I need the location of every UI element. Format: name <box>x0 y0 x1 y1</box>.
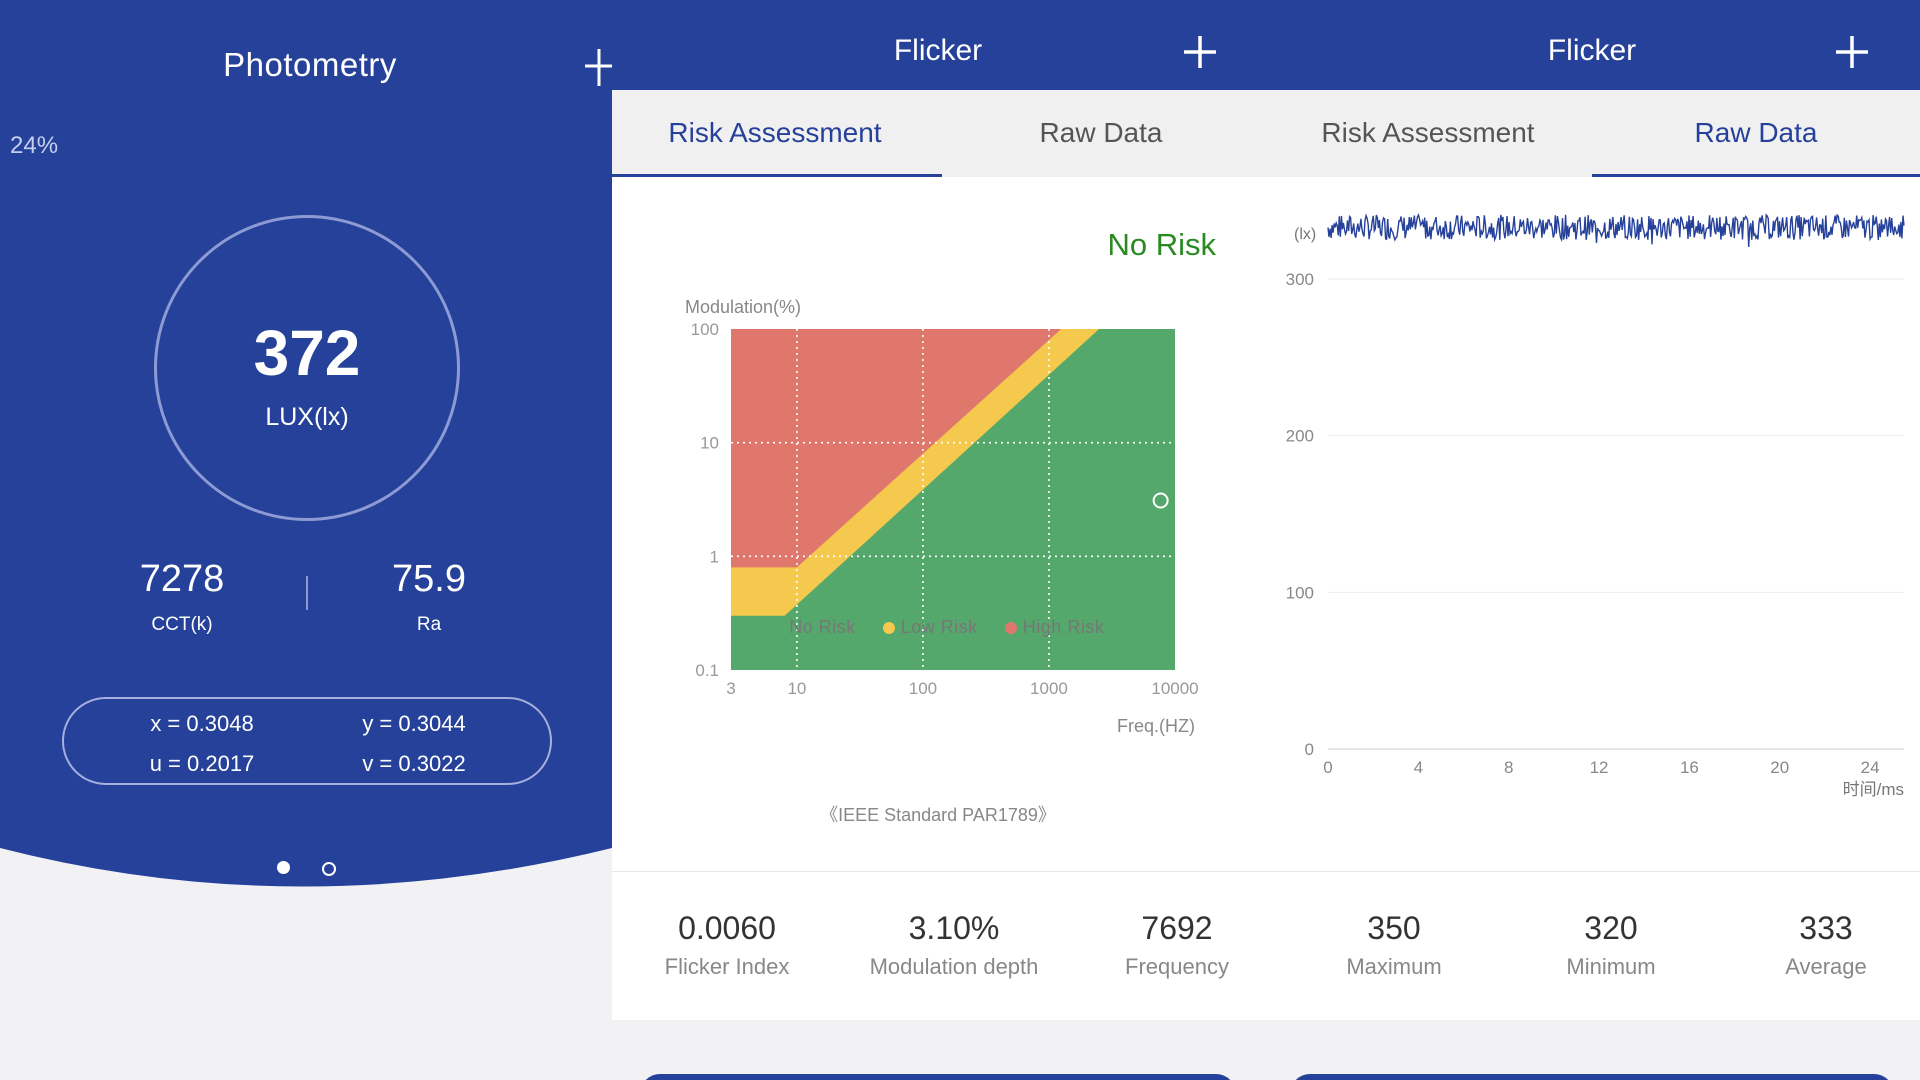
tab-underline <box>612 174 942 177</box>
x-tick-label: 4 <box>1414 758 1423 777</box>
tab-risk-assessment[interactable]: Risk Assessment <box>1264 90 1592 177</box>
x-tick-label: 8 <box>1504 758 1513 777</box>
legend-label: No Risk <box>789 617 856 637</box>
y-tick-label: 200 <box>1286 427 1314 446</box>
y-tick-label: 0.1 <box>695 661 719 680</box>
maximum-label: Maximum <box>1346 954 1442 979</box>
tab-raw-data[interactable]: Raw Data <box>1592 90 1920 177</box>
flicker-index-label: Flicker Index <box>664 954 790 979</box>
legend-row: No Risk Low Risk High Risk <box>612 617 1264 638</box>
x-tick-label: 1000 <box>1030 679 1068 698</box>
raw-data-chart: (lx) 0 100 200 300 0 4 8 12 16 20 24 时间/ms <box>1286 213 1905 799</box>
bottom-action-button[interactable] <box>1290 1074 1894 1080</box>
battery-level: 24% <box>10 132 59 159</box>
page-title: Photometry <box>223 46 397 83</box>
bottom-action-button[interactable] <box>640 1074 1236 1080</box>
tab-underline <box>1592 174 1920 177</box>
flicker-index-value: 0.0060 <box>678 910 776 946</box>
tab-bar: Risk Assessment Raw Data <box>612 90 1264 177</box>
legend-label: Low Risk <box>900 617 978 637</box>
header: Flicker <box>612 0 1264 90</box>
coord-x: x = 0.3048 <box>150 711 254 736</box>
y-tick-label: 100 <box>691 320 719 339</box>
add-icon[interactable] <box>1834 34 1870 70</box>
legend-dot-icon <box>1005 622 1018 634</box>
x-tick-label: 16 <box>1680 758 1699 777</box>
x-tick-label: 0 <box>1323 758 1332 777</box>
risk-chart-area: No Risk Modulation(%) 0.1 1 10 100 3 10 100 1000… <box>612 177 1264 871</box>
risk-level: No Risk <box>1107 227 1216 262</box>
x-tick-label: 12 <box>1590 758 1609 777</box>
y-axis-label: Modulation(%) <box>685 297 801 317</box>
tab-bar: Risk Assessment Raw Data <box>1264 90 1920 177</box>
lux-ring <box>154 215 460 521</box>
photometry-panel: Photometry 24% 372 LUX(lx) 7278 CCT(k) 7… <box>0 0 612 1080</box>
cct-label: CCT(k) <box>151 614 213 635</box>
x-axis-label: Freq.(HZ) <box>1117 716 1195 736</box>
legend-label: High Risk <box>1022 617 1105 637</box>
page-indicator-1[interactable] <box>277 861 290 874</box>
flicker-risk-panel: Flicker Risk Assessment Raw Data No Risk… <box>612 0 1264 1080</box>
cct-value: 7278 <box>139 558 225 600</box>
chromaticity-box: x = 0.3048 y = 0.3044 u = 0.2017 v = 0.3… <box>62 697 552 785</box>
lux-unit: LUX(lx) <box>265 403 349 431</box>
legend-no-risk: No Risk <box>771 617 862 637</box>
average-label: Average <box>1785 954 1867 979</box>
average-value: 333 <box>1799 910 1853 946</box>
flicker-stats: 0.0060 Flicker Index 3.10% Modulation de… <box>612 871 1264 1020</box>
minimum-label: Minimum <box>1566 954 1656 979</box>
measurement-point <box>1152 492 1169 509</box>
coord-y: y = 0.3044 <box>362 711 466 736</box>
frequency-value: 7692 <box>1141 910 1213 946</box>
page-title: Flicker <box>1547 34 1637 67</box>
add-icon[interactable] <box>1182 34 1218 70</box>
page-title: Flicker <box>893 34 983 67</box>
y-tick-label: 1 <box>710 547 719 566</box>
modulation-depth-value: 3.10% <box>908 910 1000 946</box>
modulation-depth-label: Modulation depth <box>869 954 1039 979</box>
legend-low-risk: Low Risk <box>883 617 983 637</box>
waveform-line <box>1327 213 1905 248</box>
y-axis-label: (lx) <box>1294 226 1316 243</box>
ra-label: Ra <box>416 614 442 635</box>
standard-reference: 《IEEE Standard PAR1789》 <box>820 805 1056 825</box>
tab-label: Raw Data <box>1694 117 1818 148</box>
add-icon[interactable] <box>583 46 612 86</box>
legend-dot-icon <box>771 622 784 634</box>
header: Flicker <box>1264 0 1920 90</box>
x-tick-label: 10 <box>787 679 806 698</box>
x-tick-label: 10000 <box>1151 679 1198 698</box>
ra-value: 75.9 <box>392 558 466 600</box>
tab-label: Risk Assessment <box>668 117 882 148</box>
y-tick-label: 10 <box>700 434 719 453</box>
tab-label: Risk Assessment <box>1321 117 1535 148</box>
risk-chart: Modulation(%) 0.1 1 10 100 3 10 100 1000 10000 Fre… <box>685 297 1199 736</box>
high-risk-region <box>731 329 1062 568</box>
y-tick-label: 300 <box>1286 270 1314 289</box>
maximum-value: 350 <box>1367 910 1421 946</box>
photometry-background <box>0 0 612 887</box>
y-tick-label: 0 <box>1305 740 1314 759</box>
coord-u: u = 0.2017 <box>149 751 255 776</box>
tab-raw-data[interactable]: Raw Data <box>938 90 1264 177</box>
legend-high-risk: High Risk <box>1005 617 1104 637</box>
tab-label: Raw Data <box>1039 117 1163 148</box>
frequency-label: Frequency <box>1125 954 1229 979</box>
x-tick-label: 100 <box>909 679 937 698</box>
legend-dot-icon <box>883 622 896 634</box>
x-tick-label: 3 <box>726 679 735 698</box>
y-tick-label: 100 <box>1286 583 1314 602</box>
raw-chart-area: (lx) 0 100 200 300 0 4 8 12 16 20 24 时间/ms <box>1264 177 1920 871</box>
x-tick-label: 20 <box>1770 758 1789 777</box>
stat-divider <box>306 576 308 610</box>
tab-risk-assessment[interactable]: Risk Assessment <box>612 90 942 177</box>
x-axis-label: 时间/ms <box>1843 780 1904 799</box>
raw-stats: 350 Maximum 320 Minimum 333 Average <box>1264 871 1920 1020</box>
page-indicator-2[interactable] <box>322 862 336 876</box>
coord-v: v = 0.3022 <box>362 751 466 776</box>
lux-value: 372 <box>253 317 361 389</box>
x-tick-label: 24 <box>1861 758 1880 777</box>
flicker-raw-panel: Flicker Risk Assessment Raw Data (lx) 0 10… <box>1264 0 1920 1080</box>
minimum-value: 320 <box>1584 910 1638 946</box>
